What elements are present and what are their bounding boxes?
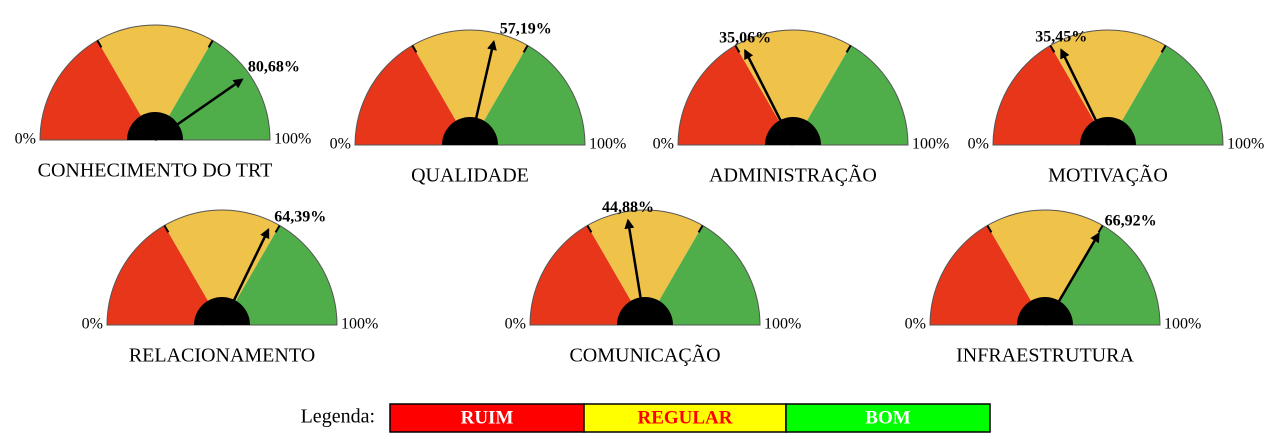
- gauge-tick: [697, 224, 704, 233]
- tick-label: 100%: [912, 136, 949, 153]
- gauge-band: [97, 24, 213, 141]
- hub: [194, 297, 250, 325]
- gauge-title: INFRAESTRUTURA: [956, 345, 1134, 367]
- gauge-outline: [354, 29, 586, 146]
- needle: [624, 218, 647, 326]
- gauge-title: MOTIVAÇÃO: [1048, 163, 1168, 187]
- tick-label: 0%: [653, 136, 674, 153]
- needle: [154, 78, 244, 142]
- legend-label: REGULAR: [637, 407, 732, 428]
- gauge-title: COMUNICAÇÃO: [569, 343, 720, 367]
- hub: [127, 112, 183, 140]
- legend-label: BOM: [865, 407, 910, 428]
- gauge-title: CONHECIMENTO DO TRT: [38, 160, 273, 182]
- value-label: 64,39%: [274, 209, 326, 226]
- tick-label: 100%: [589, 136, 626, 153]
- needle: [220, 228, 270, 326]
- gauge-title: ADMINISTRAÇÃO: [709, 163, 877, 187]
- tick-label: 100%: [1164, 316, 1201, 333]
- gauge-tick: [1160, 44, 1167, 53]
- gauge-band: [930, 225, 1045, 325]
- value-label: 44,88%: [602, 199, 654, 216]
- value-label: 57,19%: [500, 21, 552, 38]
- tick-label: 0%: [905, 316, 926, 333]
- gauge-tick: [1049, 44, 1056, 53]
- gauge-tick: [207, 39, 214, 48]
- legend-swatch: [785, 403, 991, 433]
- hub: [442, 117, 498, 145]
- gauge-title: QUALIDADE: [411, 165, 529, 187]
- gauge-outline: [677, 29, 909, 146]
- gauge-tick: [986, 224, 993, 233]
- legend-label: RUIM: [461, 407, 514, 428]
- tick-label: 0%: [968, 136, 989, 153]
- gauge-tick: [411, 44, 418, 53]
- legend-swatch: [583, 403, 787, 433]
- tick-label: 100%: [274, 131, 311, 148]
- gauge-band: [1108, 45, 1223, 145]
- hub: [1017, 297, 1073, 325]
- tick-label: 0%: [505, 316, 526, 333]
- gauge-band: [1050, 30, 1166, 146]
- gauge-band: [470, 45, 585, 145]
- gauge-band: [993, 45, 1108, 145]
- value-label: 35,45%: [1035, 29, 1087, 46]
- needle: [468, 39, 497, 146]
- needle: [1060, 48, 1110, 146]
- gauge-band: [678, 45, 793, 145]
- gauge-band: [155, 40, 270, 140]
- needle: [1043, 232, 1100, 326]
- tick-label: 100%: [341, 316, 378, 333]
- gauge-outline: [929, 209, 1161, 326]
- gauge-band: [222, 225, 337, 325]
- tick-label: 100%: [1227, 136, 1264, 153]
- gauge-outline: [39, 24, 271, 141]
- gauge-band: [355, 45, 470, 145]
- gauge-band: [587, 209, 703, 325]
- gauge-outline: [106, 209, 338, 326]
- tick-label: 0%: [82, 316, 103, 333]
- gauge-tick: [586, 224, 593, 233]
- gauge-band: [645, 225, 760, 325]
- hub: [1080, 117, 1136, 145]
- value-label: 80,68%: [248, 58, 300, 75]
- gauge-band: [530, 225, 645, 325]
- gauge-band: [412, 29, 528, 145]
- gauge-band: [793, 45, 908, 145]
- tick-label: 0%: [330, 136, 351, 153]
- gauge-title: RELACIONAMENTO: [129, 345, 315, 367]
- hub: [617, 297, 673, 325]
- legend-title: Legenda:: [301, 406, 375, 428]
- hub: [765, 117, 821, 145]
- needle: [744, 48, 795, 146]
- gauge-tick: [274, 224, 281, 233]
- gauge-tick: [734, 44, 741, 53]
- gauge-tick: [845, 44, 852, 53]
- gauge-band: [1045, 225, 1160, 325]
- gauge-band: [987, 210, 1103, 325]
- gauge-outline: [529, 209, 761, 326]
- gauge-band: [40, 40, 155, 140]
- gauge-band: [107, 225, 222, 325]
- value-label: 35,06%: [719, 29, 771, 46]
- gauge-band: [735, 29, 851, 145]
- value-label: 66,92%: [1105, 212, 1157, 229]
- gauge-tick: [522, 44, 529, 53]
- gauge-outline: [992, 29, 1224, 146]
- gauge-band: [164, 209, 280, 325]
- gauge-tick: [1097, 224, 1104, 233]
- gauge-tick: [96, 39, 103, 48]
- gauge-tick: [163, 224, 170, 233]
- tick-label: 100%: [764, 316, 801, 333]
- tick-label: 0%: [15, 131, 36, 148]
